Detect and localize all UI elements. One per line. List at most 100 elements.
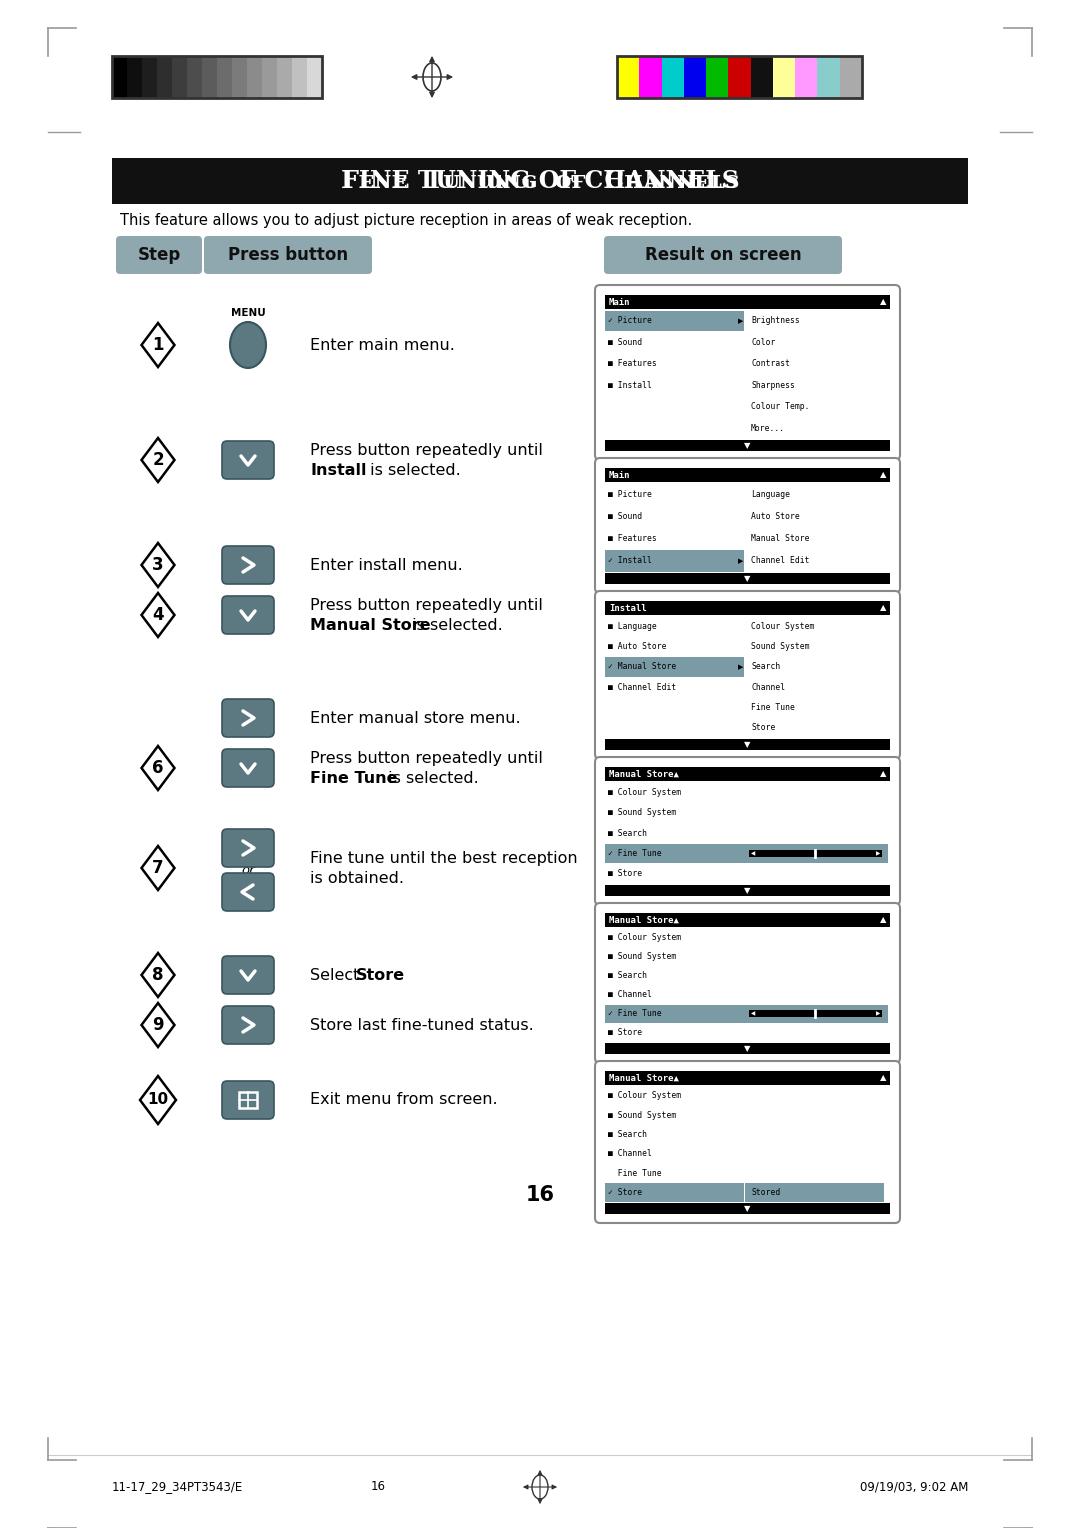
Text: ▲: ▲: [880, 770, 887, 778]
Polygon shape: [141, 953, 175, 996]
Text: Language: Language: [751, 489, 789, 498]
Text: Store: Store: [751, 723, 775, 732]
Text: 8: 8: [152, 966, 164, 984]
Text: ■ Channel: ■ Channel: [608, 1149, 652, 1158]
Text: ■ Colour System: ■ Colour System: [608, 1091, 681, 1100]
Polygon shape: [141, 746, 175, 790]
FancyBboxPatch shape: [604, 235, 842, 274]
Text: ■ Sound System: ■ Sound System: [608, 808, 676, 817]
Bar: [605, 601, 890, 614]
Polygon shape: [141, 322, 175, 367]
Text: 7: 7: [152, 859, 164, 877]
Bar: [605, 885, 890, 895]
Text: ■ Language: ■ Language: [608, 622, 657, 631]
Bar: [112, 57, 322, 98]
Text: Install: Install: [609, 604, 647, 613]
Text: 10: 10: [148, 1093, 168, 1108]
Text: Main: Main: [609, 298, 631, 307]
Text: ◀: ◀: [751, 851, 755, 856]
Text: 2: 2: [152, 451, 164, 469]
Bar: [262, 57, 278, 98]
Ellipse shape: [230, 322, 266, 368]
Bar: [187, 57, 203, 98]
Text: is selected.: is selected.: [383, 770, 478, 785]
Bar: [745, 1183, 885, 1201]
Text: Enter manual store menu.: Enter manual store menu.: [310, 711, 521, 726]
Text: Press button repeatedly until: Press button repeatedly until: [310, 597, 543, 613]
Text: Manual Store▲: Manual Store▲: [609, 770, 679, 778]
Bar: [292, 57, 308, 98]
Bar: [795, 57, 818, 98]
FancyBboxPatch shape: [222, 749, 274, 787]
Bar: [605, 843, 888, 863]
FancyBboxPatch shape: [222, 596, 274, 634]
Text: ▲: ▲: [880, 298, 887, 307]
Text: Exit menu from screen.: Exit menu from screen.: [310, 1093, 498, 1108]
Text: Enter install menu.: Enter install menu.: [310, 558, 462, 573]
Bar: [605, 440, 890, 451]
Text: ▶: ▶: [876, 1012, 880, 1016]
Text: ■ Sound: ■ Sound: [608, 512, 643, 521]
Bar: [276, 57, 293, 98]
FancyBboxPatch shape: [222, 872, 274, 911]
Bar: [605, 310, 744, 332]
Text: Fine tune until the best reception: Fine tune until the best reception: [310, 851, 578, 865]
FancyBboxPatch shape: [222, 698, 274, 736]
Text: 16: 16: [526, 1186, 554, 1206]
Text: Sharpness: Sharpness: [751, 380, 795, 390]
Text: is obtained.: is obtained.: [310, 871, 404, 886]
Text: Enter main menu.: Enter main menu.: [310, 338, 455, 353]
Bar: [684, 57, 706, 98]
Text: .: .: [396, 967, 401, 983]
Bar: [750, 1010, 882, 1018]
Text: 1: 1: [152, 336, 164, 354]
Text: Contrast: Contrast: [751, 359, 789, 368]
Text: ▼: ▼: [744, 575, 751, 584]
Bar: [728, 57, 751, 98]
Text: FINE TUNING OF CHANNELS: FINE TUNING OF CHANNELS: [341, 170, 739, 193]
Text: ✓ Manual Store: ✓ Manual Store: [608, 662, 676, 671]
Text: Channel Edit: Channel Edit: [751, 556, 810, 565]
Text: Store last fine-tuned status.: Store last fine-tuned status.: [310, 1018, 534, 1033]
Bar: [605, 767, 890, 781]
Text: ■ Features: ■ Features: [608, 535, 657, 542]
Bar: [751, 57, 773, 98]
Text: is selected.: is selected.: [407, 617, 503, 633]
Text: Search: Search: [751, 662, 780, 671]
Bar: [239, 1093, 257, 1108]
Text: Fine Tune: Fine Tune: [608, 1169, 662, 1178]
Text: Step: Step: [137, 246, 180, 264]
FancyBboxPatch shape: [595, 756, 900, 905]
Bar: [127, 57, 143, 98]
Polygon shape: [140, 1076, 176, 1125]
Text: ▼: ▼: [744, 740, 751, 749]
Bar: [773, 57, 796, 98]
Text: ✓ Picture: ✓ Picture: [608, 316, 652, 325]
Bar: [605, 1203, 890, 1215]
Text: Colour System: Colour System: [751, 622, 814, 631]
FancyBboxPatch shape: [204, 235, 372, 274]
Text: Select: Select: [310, 967, 365, 983]
Text: Press button: Press button: [228, 246, 348, 264]
Text: ■ Auto Store: ■ Auto Store: [608, 642, 666, 651]
Text: is selected.: is selected.: [365, 463, 461, 478]
Text: ▼: ▼: [744, 442, 751, 451]
Text: ■ Sound: ■ Sound: [608, 338, 643, 347]
Text: ▶: ▶: [739, 558, 744, 564]
Text: 6: 6: [152, 759, 164, 778]
Text: 16: 16: [370, 1481, 386, 1493]
Bar: [605, 657, 744, 677]
Bar: [112, 157, 968, 205]
Bar: [818, 57, 840, 98]
Text: MENU: MENU: [231, 309, 266, 318]
Text: ■ Channel Edit: ■ Channel Edit: [608, 683, 676, 692]
Text: Color: Color: [751, 338, 775, 347]
Text: ▲: ▲: [880, 1074, 887, 1082]
FancyBboxPatch shape: [595, 286, 900, 460]
Polygon shape: [141, 542, 175, 587]
Text: 4: 4: [152, 607, 164, 623]
Bar: [750, 850, 882, 857]
Bar: [605, 1183, 744, 1201]
Bar: [202, 57, 217, 98]
FancyBboxPatch shape: [595, 458, 900, 593]
